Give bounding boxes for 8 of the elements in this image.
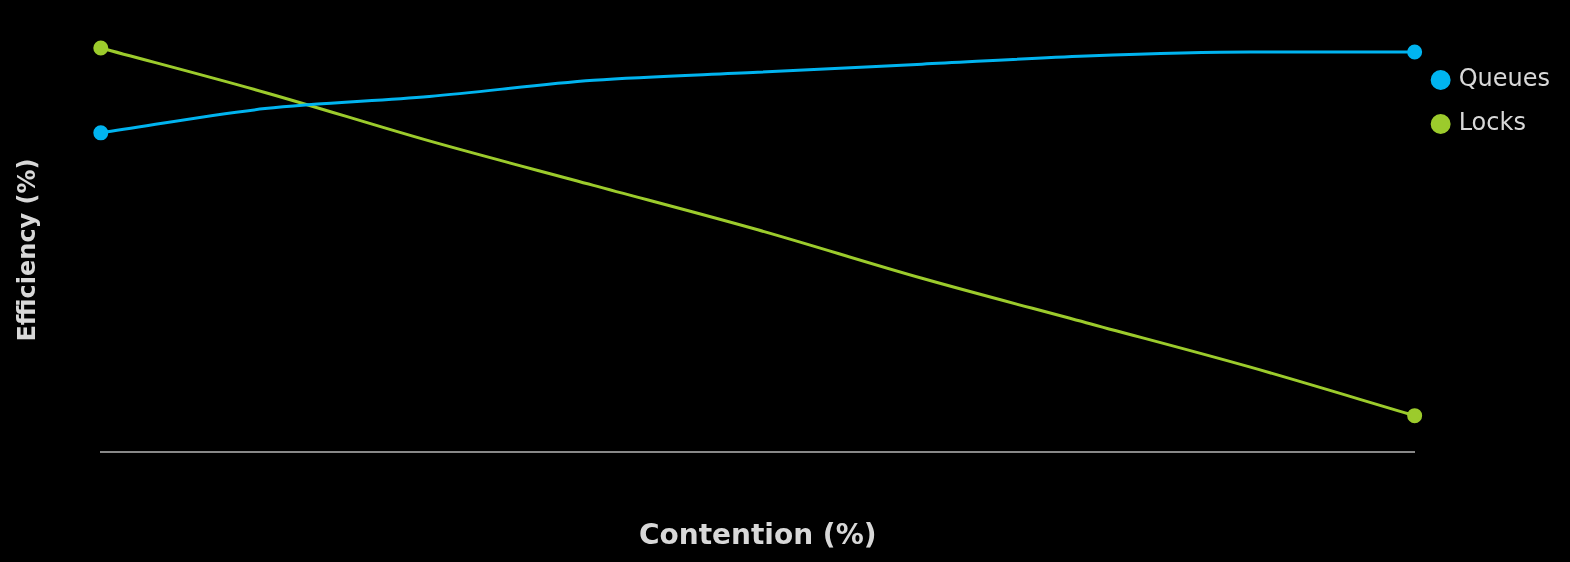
legend-label: Locks xyxy=(1458,108,1526,137)
legend-label: Queues xyxy=(1458,64,1551,93)
point xyxy=(93,125,109,141)
point xyxy=(1407,408,1423,424)
y-axis-title: Efficiency (%) xyxy=(12,158,41,342)
point xyxy=(1407,44,1423,60)
point xyxy=(93,40,109,56)
x-axis-title: Contention (%) xyxy=(638,518,877,552)
